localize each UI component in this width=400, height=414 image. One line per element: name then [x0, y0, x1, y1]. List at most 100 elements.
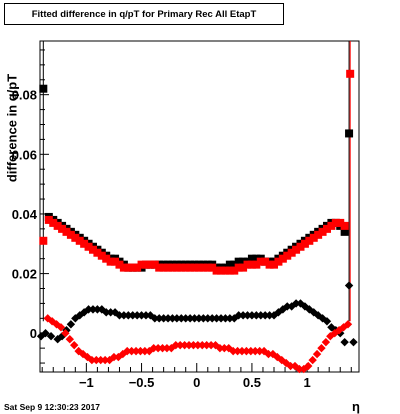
axis-ticks: −1 −0.5 0 0.5 1 0 0.02 0.04 0.06 0.08: [12, 49, 352, 390]
data-point: [58, 224, 67, 233]
data-point: [172, 263, 181, 272]
data-point: [287, 248, 296, 257]
data-point: [97, 251, 106, 260]
data-point: [225, 260, 234, 269]
data-point: [274, 257, 283, 266]
timestamp: Sat Sep 9 12:30:23 2017: [4, 402, 100, 412]
data-point: [312, 349, 322, 359]
data-point: [70, 340, 79, 350]
data-point: [265, 260, 274, 269]
data-point: [336, 218, 345, 227]
data-point: [46, 332, 56, 341]
data-point: [93, 248, 102, 257]
data-point: [246, 346, 256, 356]
data-point: [349, 337, 358, 347]
data-point: [194, 263, 203, 272]
data-point: [43, 314, 52, 323]
data-point: [199, 263, 208, 272]
data-point: [75, 311, 84, 320]
data-point: [252, 260, 261, 269]
data-point: [190, 314, 199, 323]
data-point: [53, 221, 62, 230]
data-point: [146, 260, 155, 269]
data-point: [331, 218, 340, 227]
data-point: [155, 314, 164, 323]
data-point: [234, 263, 243, 272]
data-point: [62, 227, 71, 236]
data-point: [340, 221, 349, 230]
data-point: [343, 320, 353, 329]
data-point: [137, 311, 146, 320]
y-axis-label: difference in q/pT: [4, 73, 20, 183]
data-point: [243, 311, 252, 320]
chart-title: Fitted difference in q/pT for Primary Re…: [4, 3, 284, 25]
data-point: [292, 245, 301, 254]
data-point: [322, 317, 332, 326]
data-point: [127, 346, 136, 356]
data-point: [184, 340, 194, 350]
data-point: [203, 263, 212, 272]
data-point: [53, 334, 62, 344]
data-point: [106, 257, 115, 266]
data-point: [150, 260, 159, 269]
data-point: [181, 314, 190, 323]
data-point: [93, 305, 102, 314]
data-point: [270, 260, 279, 269]
data-point: [212, 314, 221, 323]
data-point: [234, 311, 243, 320]
data-point: [163, 314, 173, 323]
y-tick-label: 0.06: [12, 147, 37, 162]
x-tick-label: 0.5: [243, 375, 261, 390]
data-point: [286, 361, 295, 371]
data-point: [88, 305, 98, 314]
data-point: [345, 129, 354, 138]
data-point: [252, 311, 261, 320]
data-point: [137, 260, 146, 269]
data-point: [185, 314, 195, 323]
data-point: [193, 340, 203, 350]
data-point: [75, 236, 84, 245]
data-point: [308, 355, 317, 365]
data-point: [212, 266, 221, 275]
x-tick-label: −0.5: [129, 375, 155, 390]
data-point: [225, 314, 235, 323]
data-point: [74, 346, 83, 356]
y-tick-label: 0.02: [12, 267, 37, 282]
data-point: [304, 361, 313, 371]
data-point: [149, 343, 158, 353]
data-point: [84, 305, 93, 314]
data-point: [237, 346, 247, 356]
data-point: [322, 224, 331, 233]
data-point: [102, 254, 111, 263]
y-tick-label: 0: [30, 326, 37, 341]
data-point: [216, 314, 226, 323]
data-point: [243, 260, 252, 269]
data-point: [190, 263, 199, 272]
data-point: [92, 355, 101, 365]
data-point: [102, 308, 111, 317]
data-point: [114, 352, 123, 362]
data-point: [106, 308, 115, 317]
data-marks: [36, 41, 358, 374]
data-point: [340, 337, 349, 347]
x-tick-label: 1: [304, 375, 311, 390]
x-tick-label: 0: [193, 375, 200, 390]
data-point: [66, 230, 75, 239]
data-point: [203, 314, 212, 323]
data-point: [228, 346, 238, 356]
data-point: [220, 343, 229, 353]
data-point: [296, 242, 305, 251]
y-tick-label: 0.04: [12, 207, 38, 222]
x-axis-label: η: [352, 399, 360, 414]
data-point: [221, 314, 230, 323]
data-point: [111, 257, 120, 266]
data-point: [317, 343, 326, 353]
data-point: [318, 227, 327, 236]
data-point: [252, 254, 261, 263]
data-point: [309, 233, 318, 242]
data-point: [128, 263, 137, 272]
data-point: [247, 311, 257, 320]
data-point: [41, 329, 50, 338]
data-point: [186, 263, 195, 272]
